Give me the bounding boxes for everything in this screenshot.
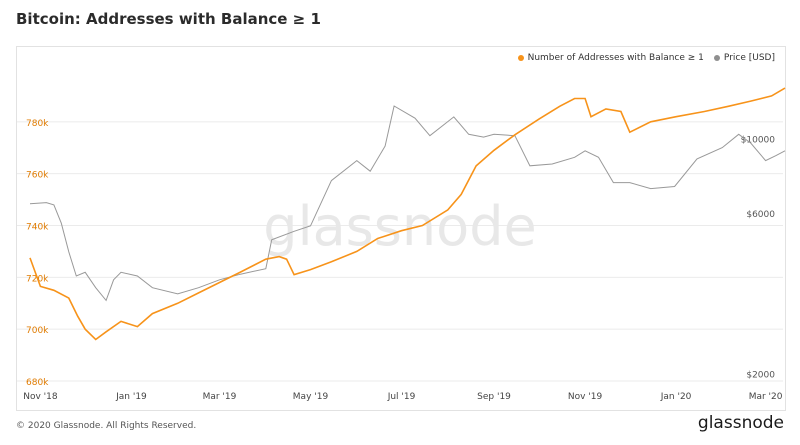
copyright-footer: © 2020 Glassnode. All Rights Reserved. bbox=[16, 421, 197, 431]
x-tick-label: Jan '19 bbox=[115, 392, 147, 402]
x-tick-label: Sep '19 bbox=[477, 392, 511, 402]
legend-item-price[interactable]: Price [USD] bbox=[713, 53, 775, 63]
y-right-tick-label: $2000 bbox=[746, 371, 775, 381]
y-left-tick-label: 780k bbox=[26, 119, 49, 129]
y-left-tick-label: 740k bbox=[26, 223, 49, 233]
y-right-tick-label: $10000 bbox=[741, 136, 776, 146]
y-left-tick-label: 680k bbox=[26, 378, 49, 388]
watermark: glassnode bbox=[263, 195, 536, 258]
series-line-price bbox=[29, 105, 786, 302]
legend-item-addresses[interactable]: Number of Addresses with Balance ≥ 1 bbox=[517, 53, 704, 63]
x-tick-label: Jul '19 bbox=[387, 392, 416, 402]
chart-panel: Number of Addresses with Balance ≥ 1 Pri… bbox=[16, 46, 786, 411]
x-tick-label: Mar '19 bbox=[203, 392, 237, 402]
legend-label-addresses: Number of Addresses with Balance ≥ 1 bbox=[527, 53, 704, 63]
series-line-addresses bbox=[29, 87, 786, 341]
y-left-tick-label: 700k bbox=[26, 326, 49, 336]
legend-label-price: Price [USD] bbox=[723, 53, 775, 63]
y-left-tick-label: 760k bbox=[26, 171, 49, 181]
chart-title: Bitcoin: Addresses with Balance ≥ 1 bbox=[16, 10, 321, 28]
x-tick-label: Nov '19 bbox=[568, 392, 603, 402]
x-tick-label: Nov '18 bbox=[23, 392, 58, 402]
x-tick-label: May '19 bbox=[293, 392, 329, 402]
legend: Number of Addresses with Balance ≥ 1 Pri… bbox=[517, 53, 775, 63]
x-tick-label: Jan '20 bbox=[660, 392, 692, 402]
y-right-tick-label: $6000 bbox=[746, 210, 775, 220]
brand-logo: glassnode bbox=[697, 413, 784, 433]
legend-swatch-price bbox=[713, 55, 720, 61]
x-tick-label: Mar '20 bbox=[749, 392, 783, 402]
legend-swatch-addresses bbox=[517, 55, 524, 61]
